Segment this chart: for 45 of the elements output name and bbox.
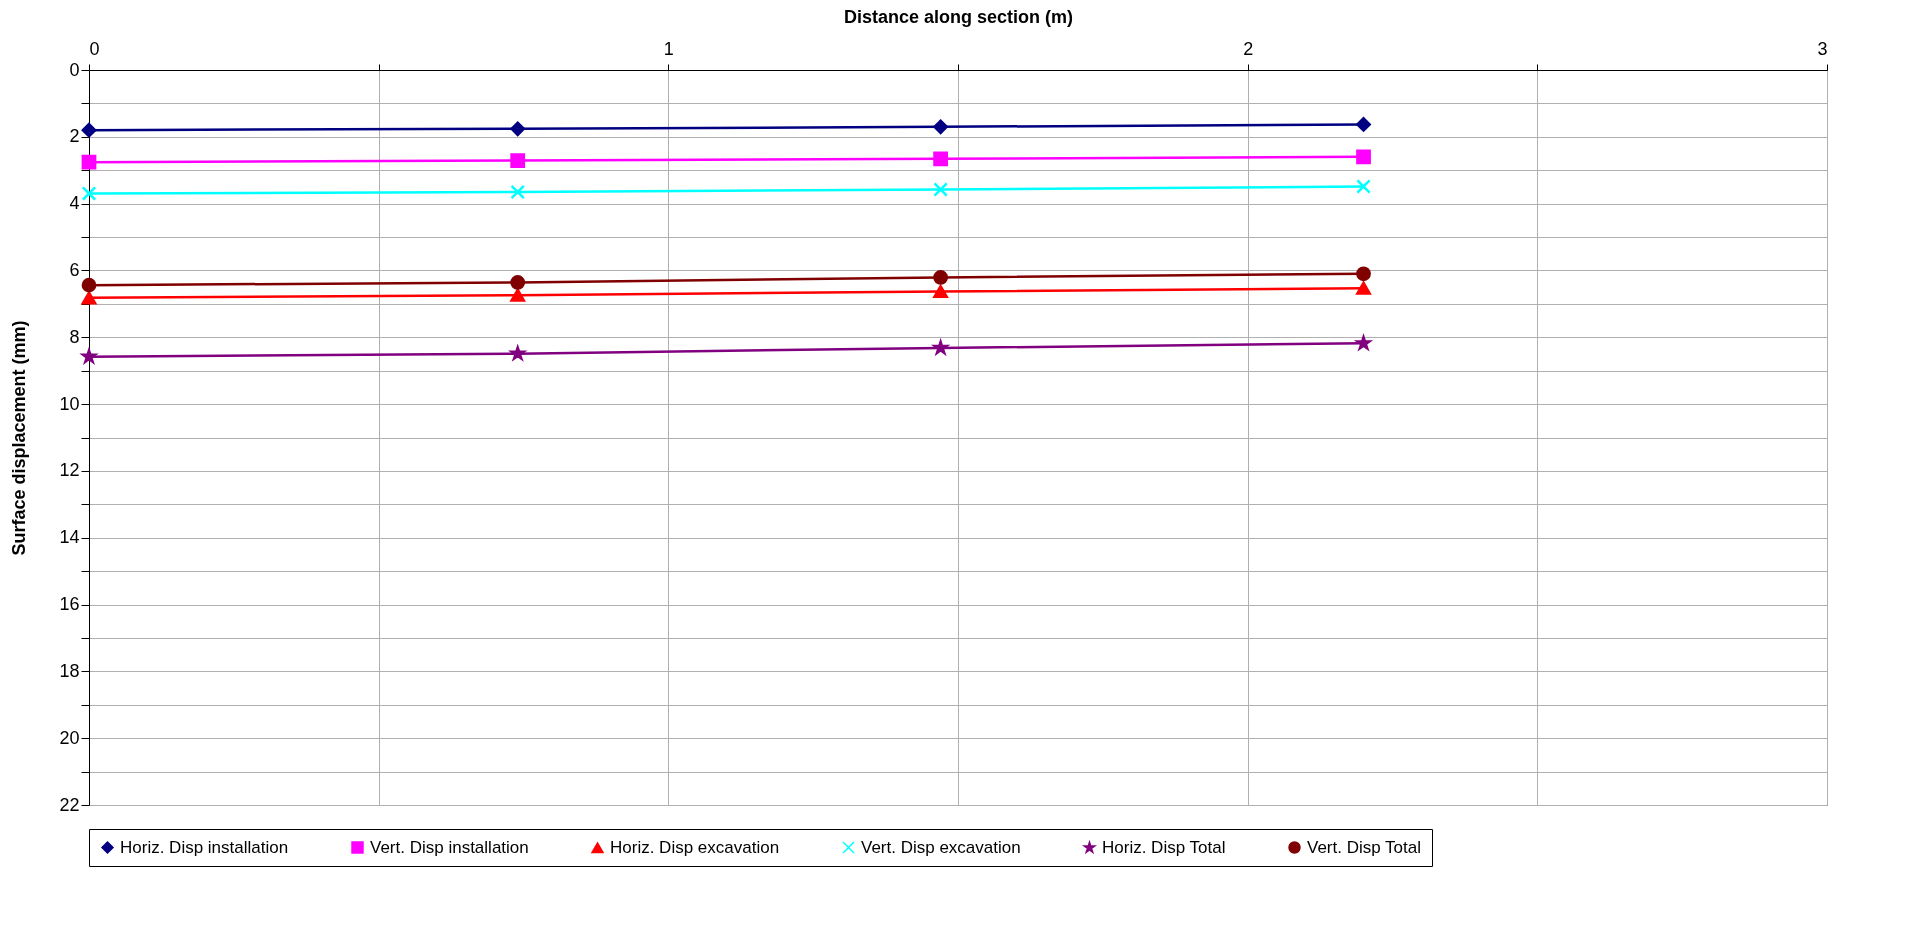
x-tick-label: 0 bbox=[89, 38, 100, 59]
y-tick-label: 10 bbox=[59, 393, 80, 414]
point bbox=[933, 119, 948, 135]
point bbox=[933, 284, 948, 299]
y-tick-label: 8 bbox=[69, 326, 80, 347]
point bbox=[81, 277, 97, 293]
y-tick-label: 16 bbox=[59, 594, 80, 615]
y-axis-title: Surface displacement (mm) bbox=[9, 320, 30, 556]
point bbox=[1356, 281, 1371, 295]
point bbox=[510, 275, 526, 290]
point bbox=[81, 291, 97, 305]
y-tick-label: 20 bbox=[59, 727, 80, 748]
point bbox=[1356, 149, 1371, 165]
point bbox=[933, 270, 948, 285]
x-tick-label: 2 bbox=[1243, 38, 1254, 59]
point bbox=[81, 154, 97, 170]
point bbox=[933, 182, 948, 197]
point bbox=[510, 288, 526, 302]
point bbox=[933, 151, 948, 167]
point bbox=[510, 121, 526, 137]
x-tick-label: 3 bbox=[1817, 38, 1828, 59]
x-axis-title: Distance along section (m) bbox=[843, 6, 1074, 27]
legend-label: Horiz. Disp installation bbox=[120, 837, 289, 857]
x-tick-label: 1 bbox=[663, 38, 674, 59]
y-tick-label: 22 bbox=[59, 794, 80, 815]
point bbox=[81, 122, 97, 138]
legend-label: Vert. Disp excavation bbox=[861, 837, 1021, 857]
point bbox=[1356, 179, 1371, 194]
y-tick-label: 2 bbox=[69, 126, 80, 147]
y-tick-label: 18 bbox=[59, 660, 80, 681]
legend-label: Horiz. Disp Total bbox=[1102, 837, 1226, 857]
y-tick-label: 14 bbox=[59, 527, 80, 548]
y-tick-label: 0 bbox=[69, 59, 80, 80]
point bbox=[81, 186, 97, 201]
legend-label: Vert. Disp Total bbox=[1307, 837, 1422, 857]
point bbox=[1356, 117, 1371, 132]
legend-label: Vert. Disp installation bbox=[370, 837, 529, 857]
y-tick-label: 12 bbox=[59, 460, 80, 481]
point bbox=[510, 184, 526, 200]
point bbox=[1354, 333, 1373, 352]
point bbox=[1356, 266, 1371, 282]
y-tick-label: 4 bbox=[69, 193, 80, 214]
legend-label: Horiz. Disp excavation bbox=[610, 837, 780, 857]
point bbox=[510, 153, 526, 168]
y-tick-label: 6 bbox=[69, 259, 80, 280]
